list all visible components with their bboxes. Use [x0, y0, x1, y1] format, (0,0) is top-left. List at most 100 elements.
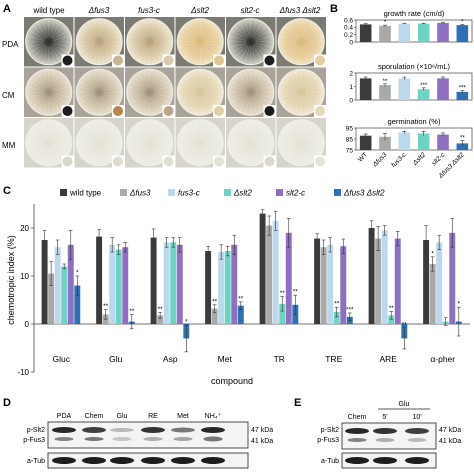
colony-ray: [102, 77, 115, 89]
inset-colony: [113, 106, 123, 116]
bar-7-4: [449, 232, 456, 324]
colony-ray: [181, 94, 197, 104]
colony-ray: [254, 94, 270, 104]
kda-label: 47 kDa: [439, 427, 461, 434]
colony-ray: [50, 124, 60, 139]
colony-ray: [144, 21, 149, 37]
category-group-1: ** ** Glu: [96, 229, 135, 364]
colony-ray: [153, 30, 169, 40]
colony-ray: [138, 45, 148, 61]
colony-ray: [235, 45, 248, 57]
plate-r1-c4: [226, 67, 276, 117]
colony-ray: [103, 81, 118, 91]
colony-ray: [53, 36, 70, 41]
colony-ray: [37, 146, 47, 162]
significance-star: *: [461, 19, 464, 25]
plate-r2-c1: [74, 118, 124, 168]
colony-ray: [280, 86, 297, 92]
colony-ray: [144, 46, 149, 63]
colony-ray: [151, 146, 161, 162]
colony-ray: [88, 124, 98, 139]
colony-ray: [286, 45, 298, 57]
band: [407, 438, 427, 442]
bar-1-2: [109, 244, 116, 324]
colony-ray: [202, 23, 212, 38]
colony-ray: [103, 94, 118, 104]
colony-ray: [205, 36, 221, 41]
bar-0-2: [54, 247, 61, 324]
colony-ray: [185, 95, 197, 108]
colony-ray: [202, 124, 212, 139]
lane-label: Chem: [348, 414, 367, 421]
colony-ray: [302, 21, 307, 37]
colony: [277, 68, 325, 116]
colony-ray: [134, 77, 147, 89]
colony-ray: [78, 137, 95, 142]
plate-r2-c3: [175, 118, 225, 168]
colony-ray: [179, 93, 196, 98]
colony-ray: [103, 30, 118, 40]
band: [52, 427, 76, 433]
colony-ray: [103, 131, 118, 141]
bar-7-0: [423, 240, 430, 324]
bar-3-5: [237, 305, 244, 324]
colony: [126, 18, 174, 66]
colony-ray: [30, 30, 45, 40]
colony-ray: [43, 21, 48, 37]
colony-ray: [131, 81, 146, 91]
colony-ray: [202, 45, 212, 61]
colony-ray: [129, 36, 145, 41]
inset-colony: [315, 156, 325, 167]
colony-ray: [84, 77, 96, 89]
colony-ray: [52, 131, 68, 141]
colony-ray: [93, 122, 99, 138]
subplot-title: germination (%): [388, 117, 441, 126]
y-tick-label: 1: [349, 84, 353, 91]
panel-e-letter: E: [294, 397, 301, 409]
bar-7-2: [436, 242, 443, 324]
colony-ray: [80, 81, 96, 91]
colony-ray: [78, 143, 95, 149]
bar-3-4: [231, 244, 238, 324]
colony-ray: [93, 46, 99, 63]
colony-ray: [185, 26, 197, 39]
colony-ray: [254, 81, 270, 91]
colony-ray: [100, 97, 105, 113]
colony-ray: [181, 43, 197, 53]
colony-ray: [53, 143, 70, 149]
colony: [126, 68, 174, 116]
bar-3-1: [211, 308, 218, 324]
colony-ray: [204, 81, 219, 91]
band: [110, 428, 134, 432]
colony-ray: [230, 137, 246, 142]
colony-ray: [189, 45, 199, 61]
bar-4-4: [285, 232, 292, 324]
colony-ray: [305, 131, 320, 141]
bar-5-2: [327, 244, 334, 324]
colony-ray: [185, 146, 197, 158]
panel-a: A wild type Δfus3 fus3-c Δslt2 slt2-c Δf…: [2, 3, 326, 168]
category-group-5: *****TRE: [314, 233, 354, 364]
colony-ray: [306, 36, 322, 41]
bar-2: [398, 132, 411, 150]
band: [84, 437, 104, 441]
bar-4-3: [279, 303, 286, 324]
colony-ray: [33, 45, 46, 57]
y-tick-label: 85: [346, 136, 354, 143]
colony-ray: [150, 46, 156, 63]
colony-ray: [306, 42, 322, 48]
colony-ray: [239, 124, 249, 139]
colony-ray: [306, 86, 322, 92]
colony-ray: [53, 42, 70, 48]
colony-ray: [203, 77, 216, 89]
colony-ray: [302, 122, 307, 138]
strain-label: fus3-c: [390, 151, 408, 169]
colony-ray: [154, 86, 171, 92]
blot-strip-0: [47, 421, 249, 449]
colony-ray: [303, 73, 313, 89]
colony-ray: [305, 30, 320, 40]
colony-ray: [306, 93, 322, 98]
category-group-0: * Gluc: [41, 230, 81, 364]
colony-ray: [28, 36, 44, 41]
bar-4: [437, 22, 449, 42]
